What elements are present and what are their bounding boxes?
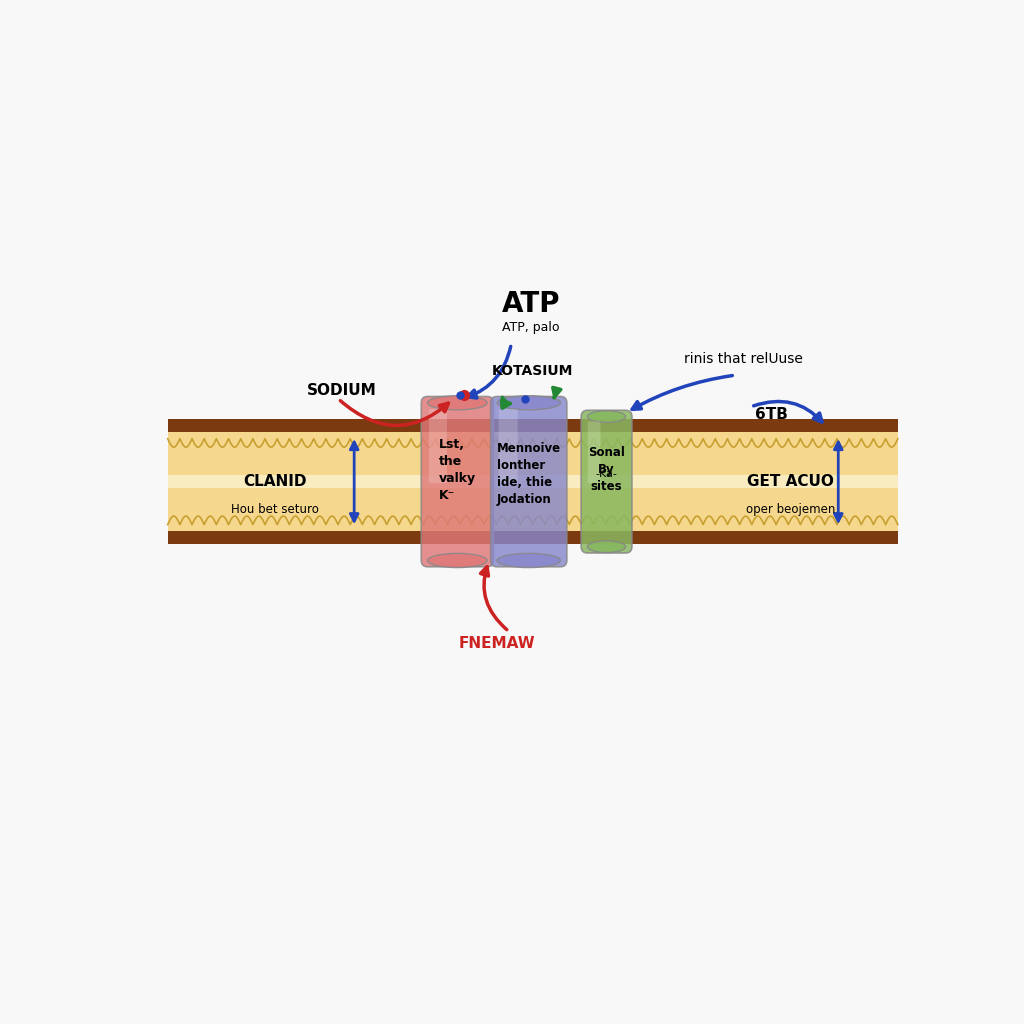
Text: SODIUM: SODIUM — [306, 383, 376, 398]
Text: GET ACUO: GET ACUO — [748, 474, 835, 489]
FancyBboxPatch shape — [582, 411, 632, 553]
Text: Sonal
By
sites: Sonal By sites — [588, 446, 625, 494]
FancyBboxPatch shape — [490, 396, 567, 567]
FancyBboxPatch shape — [421, 396, 494, 567]
Bar — [168, 488, 898, 531]
Ellipse shape — [428, 395, 487, 410]
Ellipse shape — [588, 541, 626, 553]
Text: ATP, palo: ATP, palo — [503, 322, 560, 335]
Bar — [168, 419, 898, 432]
Text: CLANID: CLANID — [243, 474, 306, 489]
FancyBboxPatch shape — [429, 410, 447, 483]
FancyBboxPatch shape — [588, 422, 600, 483]
Text: -Ka-: -Ka- — [596, 469, 617, 479]
Text: FNEMAW: FNEMAW — [459, 636, 536, 651]
Text: Hou bet seturo: Hou bet seturo — [230, 503, 318, 516]
Text: oper beojemen: oper beojemen — [745, 503, 836, 516]
Text: rinis that relUuse: rinis that relUuse — [684, 352, 803, 367]
FancyBboxPatch shape — [499, 410, 518, 483]
Text: ATP: ATP — [502, 290, 560, 318]
Text: Lst,
the
valky
K⁻: Lst, the valky K⁻ — [438, 438, 476, 502]
Text: Mennoive
lonther
ide, thie
Jodation: Mennoive lonther ide, thie Jodation — [497, 441, 561, 506]
Text: 6TB: 6TB — [755, 408, 787, 422]
Bar — [168, 531, 898, 544]
Bar — [168, 432, 898, 475]
Ellipse shape — [497, 395, 560, 410]
Text: KOTASIUM: KOTASIUM — [493, 365, 573, 378]
Ellipse shape — [588, 411, 626, 423]
Ellipse shape — [497, 553, 560, 567]
Ellipse shape — [428, 553, 487, 567]
Bar — [168, 475, 898, 488]
